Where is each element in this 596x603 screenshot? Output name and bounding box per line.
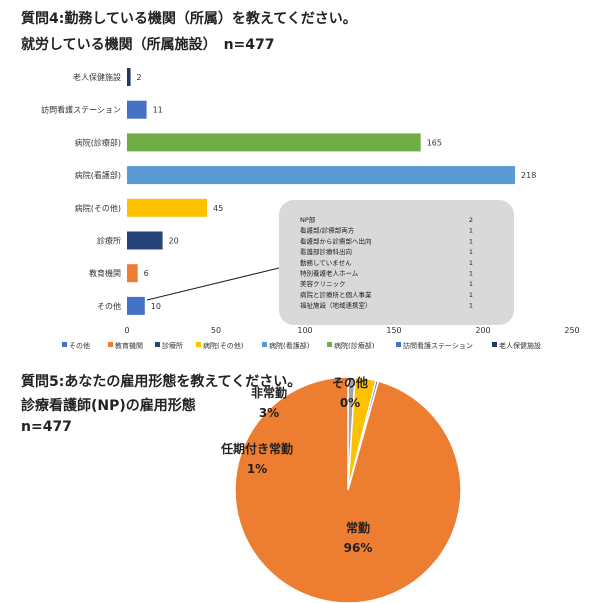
x-tick-label: 50 bbox=[211, 326, 221, 335]
callout-row-value: 2 bbox=[469, 216, 473, 224]
bar-value-label: 20 bbox=[169, 237, 179, 246]
x-tick-label: 250 bbox=[564, 326, 579, 335]
q4-subtitle: 就労している機関（所属施設） n=477 bbox=[21, 37, 275, 53]
bar-value-label: 6 bbox=[144, 269, 149, 278]
callout-connector bbox=[146, 267, 280, 301]
legend-swatch bbox=[262, 342, 267, 347]
callout-row-label: 特別養護老人ホーム bbox=[300, 269, 359, 278]
bar bbox=[127, 264, 138, 283]
pie-slice-percent: 96% bbox=[344, 541, 373, 555]
x-tick-label: 200 bbox=[475, 326, 490, 335]
bar-value-label: 10 bbox=[151, 302, 161, 311]
bar bbox=[127, 198, 208, 217]
pie-slice bbox=[234, 376, 462, 603]
bar-category-label: その他 bbox=[97, 301, 121, 311]
legend-swatch bbox=[62, 342, 67, 347]
pie-slice-percent: 0% bbox=[340, 396, 360, 410]
callout-row-value: 1 bbox=[469, 227, 473, 235]
bar-category-label: 教育機関 bbox=[89, 268, 121, 278]
callout-row-value: 1 bbox=[469, 280, 473, 288]
callout-row-value: 1 bbox=[469, 259, 473, 267]
pie-slice-name: 任期付き常勤 bbox=[220, 441, 293, 456]
bar-value-label: 45 bbox=[213, 204, 223, 213]
x-tick-label: 0 bbox=[124, 326, 129, 335]
callout-box bbox=[279, 200, 514, 325]
callout-row-value: 1 bbox=[469, 302, 473, 310]
legend-label: 病院(看護部) bbox=[269, 341, 310, 350]
callout-row-label: 福祉施設（地域連携室） bbox=[300, 301, 372, 310]
bar bbox=[127, 166, 516, 185]
legend-label: 診療所 bbox=[162, 341, 183, 350]
callout-row-label: 病院と診療所と個人事業 bbox=[300, 290, 372, 299]
q5-title: 質問5:あなたの雇用形態を教えてください。 bbox=[21, 374, 302, 390]
callout-row-label: 看護部/診療部両方 bbox=[300, 226, 355, 235]
pie-slice-percent: 3% bbox=[259, 406, 279, 420]
legend-label: 訪問看護ステーション bbox=[403, 341, 473, 350]
bar-value-label: 11 bbox=[153, 106, 163, 115]
bar-category-label: 病院(診療部) bbox=[75, 137, 121, 147]
callout-row-label: NP部 bbox=[300, 215, 316, 224]
x-tick-label: 150 bbox=[386, 326, 401, 335]
callout-row-label: 勤務していません bbox=[300, 258, 352, 267]
callout-row-value: 1 bbox=[469, 270, 473, 278]
callout-row-label: 美容クリニック bbox=[300, 279, 346, 288]
callout-row-value: 1 bbox=[469, 237, 473, 245]
legend-label: その他 bbox=[69, 341, 90, 350]
bar-category-label: 老人保健施設 bbox=[73, 72, 121, 82]
callout-row-label: 看護部から診療部へ出向 bbox=[300, 236, 372, 245]
bar bbox=[127, 296, 145, 315]
bar-category-label: 病院(その他) bbox=[75, 203, 121, 213]
q4-title: 質問4:勤務している機関（所属）を教えてください。 bbox=[21, 11, 357, 27]
x-tick-label: 100 bbox=[297, 326, 312, 335]
legend-swatch bbox=[108, 342, 113, 347]
legend-swatch bbox=[196, 342, 201, 347]
legend-swatch bbox=[155, 342, 160, 347]
pie-slice-name: 非常勤 bbox=[251, 385, 287, 400]
bar-category-label: 訪問看護ステーション bbox=[41, 105, 121, 115]
bar bbox=[127, 133, 421, 152]
pie-slice-percent: 1% bbox=[247, 462, 267, 476]
q5-n: n=477 bbox=[21, 419, 72, 435]
legend-label: 病院(その他) bbox=[203, 341, 244, 350]
q5-subtitle: 診療看護師(NP)の雇用形態 bbox=[21, 398, 196, 414]
pie-slice-name: その他 bbox=[332, 375, 368, 390]
legend-label: 病院(診療部) bbox=[334, 341, 375, 350]
callout-row-value: 1 bbox=[469, 248, 473, 256]
callout-row-label: 看護部診療科出向 bbox=[300, 247, 352, 256]
legend-label: 老人保健施設 bbox=[499, 341, 541, 350]
bar bbox=[127, 231, 163, 250]
bar-category-label: 診療所 bbox=[97, 236, 121, 246]
bar bbox=[127, 100, 147, 119]
legend-swatch bbox=[396, 342, 401, 347]
legend-swatch bbox=[492, 342, 497, 347]
bar-value-label: 218 bbox=[521, 171, 536, 180]
bar-value-label: 2 bbox=[137, 73, 142, 82]
pie-chart: 常勤 96% 任期付き常勤 1% 非常勤 3% その他 0% bbox=[220, 375, 462, 603]
bar-category-label: 病院(看護部) bbox=[75, 170, 121, 180]
legend-label: 教育機関 bbox=[115, 341, 143, 350]
legend-swatch bbox=[327, 342, 332, 347]
bar bbox=[127, 68, 131, 86]
bar-value-label: 165 bbox=[427, 138, 442, 147]
pie-slice-name: 常勤 bbox=[346, 520, 370, 535]
callout-row-value: 1 bbox=[469, 291, 473, 299]
